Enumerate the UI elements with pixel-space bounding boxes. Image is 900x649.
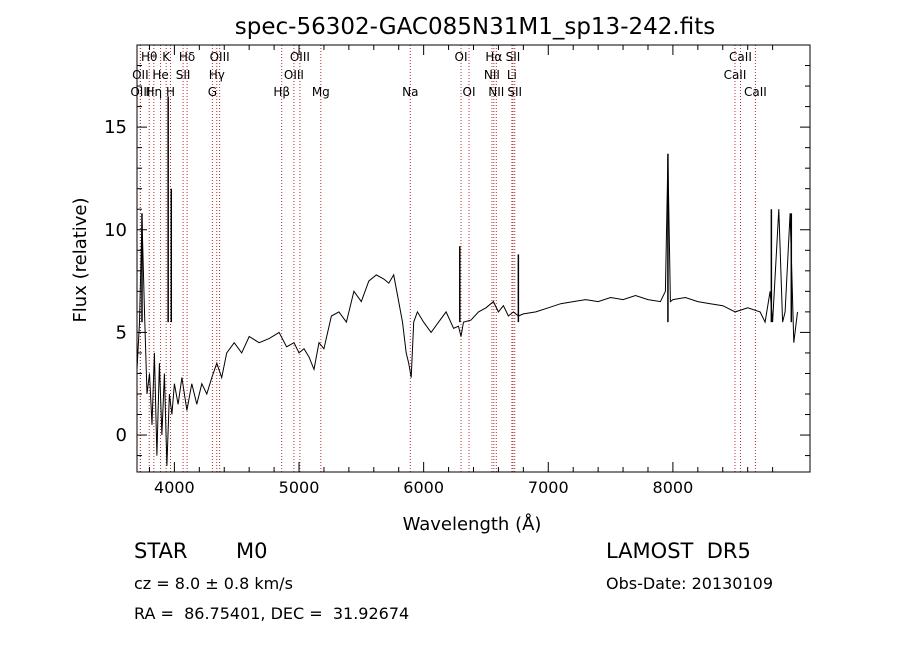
marker-label-9: OII bbox=[132, 68, 149, 82]
marker-label-15: Li bbox=[507, 68, 517, 82]
plot-frame bbox=[136, 44, 811, 473]
marker-label-26: SII bbox=[507, 85, 522, 99]
marker-label-21: Hβ bbox=[273, 85, 290, 99]
coordinates: RA = 86.75401, DEC = 31.92674 bbox=[134, 604, 410, 623]
y-tick-label-3: 15 bbox=[104, 117, 127, 138]
redshift-velocity: cz = 8.0 ± 0.8 km/s bbox=[134, 574, 293, 593]
marker-label-1: K bbox=[162, 50, 171, 64]
marker-label-18: Hη bbox=[146, 85, 163, 99]
x-tick-label-3: 7000 bbox=[528, 478, 569, 497]
object-subclass: M0 bbox=[236, 539, 268, 563]
x-axis-ticks: 4000 5000 6000 7000 8000 bbox=[148, 45, 774, 497]
marker-label-11: SII bbox=[176, 68, 191, 82]
marker-label-25: NII bbox=[488, 85, 504, 99]
x-tick-label-0: 4000 bbox=[154, 478, 195, 497]
chart-title: spec-56302-GAC085N31M1_sp13-242.fits bbox=[235, 14, 715, 40]
line-markers bbox=[139, 45, 756, 472]
marker-label-20: G bbox=[208, 85, 217, 99]
marker-label-19: H bbox=[166, 85, 175, 99]
marker-label-10: He bbox=[152, 68, 168, 82]
marker-label-14: NII bbox=[484, 68, 500, 82]
marker-label-4: OIII bbox=[290, 50, 310, 64]
y-tick-label-0: 0 bbox=[116, 425, 127, 446]
x-axis-label: Wavelength (Å) bbox=[403, 513, 542, 535]
survey-release: LAMOST DR5 bbox=[606, 539, 751, 563]
spectrum-line bbox=[136, 157, 798, 466]
marker-label-16: CaII bbox=[724, 68, 747, 82]
line-marker-labels: Hθ K Hδ OIII OIII OI Hα SII CaII OII He SII Hγ OIII NI… bbox=[130, 50, 766, 99]
x-tick-label-4: 8000 bbox=[653, 478, 694, 497]
y-axis-ticks: 0 5 10 15 bbox=[104, 44, 810, 457]
y-tick-label-2: 10 bbox=[104, 220, 127, 241]
marker-label-22: Mg bbox=[312, 85, 330, 99]
marker-label-24: OI bbox=[463, 85, 476, 99]
marker-label-3: OIII bbox=[210, 50, 230, 64]
x-tick-label-2: 6000 bbox=[403, 478, 444, 497]
marker-label-8: CaII bbox=[729, 50, 752, 64]
x-tick-label-1: 5000 bbox=[279, 478, 320, 497]
marker-label-2: Hδ bbox=[179, 50, 195, 64]
marker-label-6: Hα bbox=[485, 50, 502, 64]
marker-label-7: SII bbox=[506, 50, 521, 64]
observation-date: Obs-Date: 20130109 bbox=[606, 574, 774, 593]
marker-label-23: Na bbox=[402, 85, 418, 99]
marker-label-27: CaII bbox=[744, 85, 767, 99]
marker-label-12: Hγ bbox=[209, 68, 225, 82]
marker-label-0: Hθ bbox=[141, 50, 157, 64]
marker-label-13: OIII bbox=[284, 68, 304, 82]
y-tick-label-1: 5 bbox=[116, 322, 127, 343]
marker-label-5: OI bbox=[455, 50, 468, 64]
marker-label-17: OIII bbox=[130, 85, 150, 99]
y-axis-label: Flux (relative) bbox=[70, 197, 91, 322]
spectrum-spikes bbox=[141, 96, 793, 323]
object-class: STAR bbox=[134, 539, 188, 563]
